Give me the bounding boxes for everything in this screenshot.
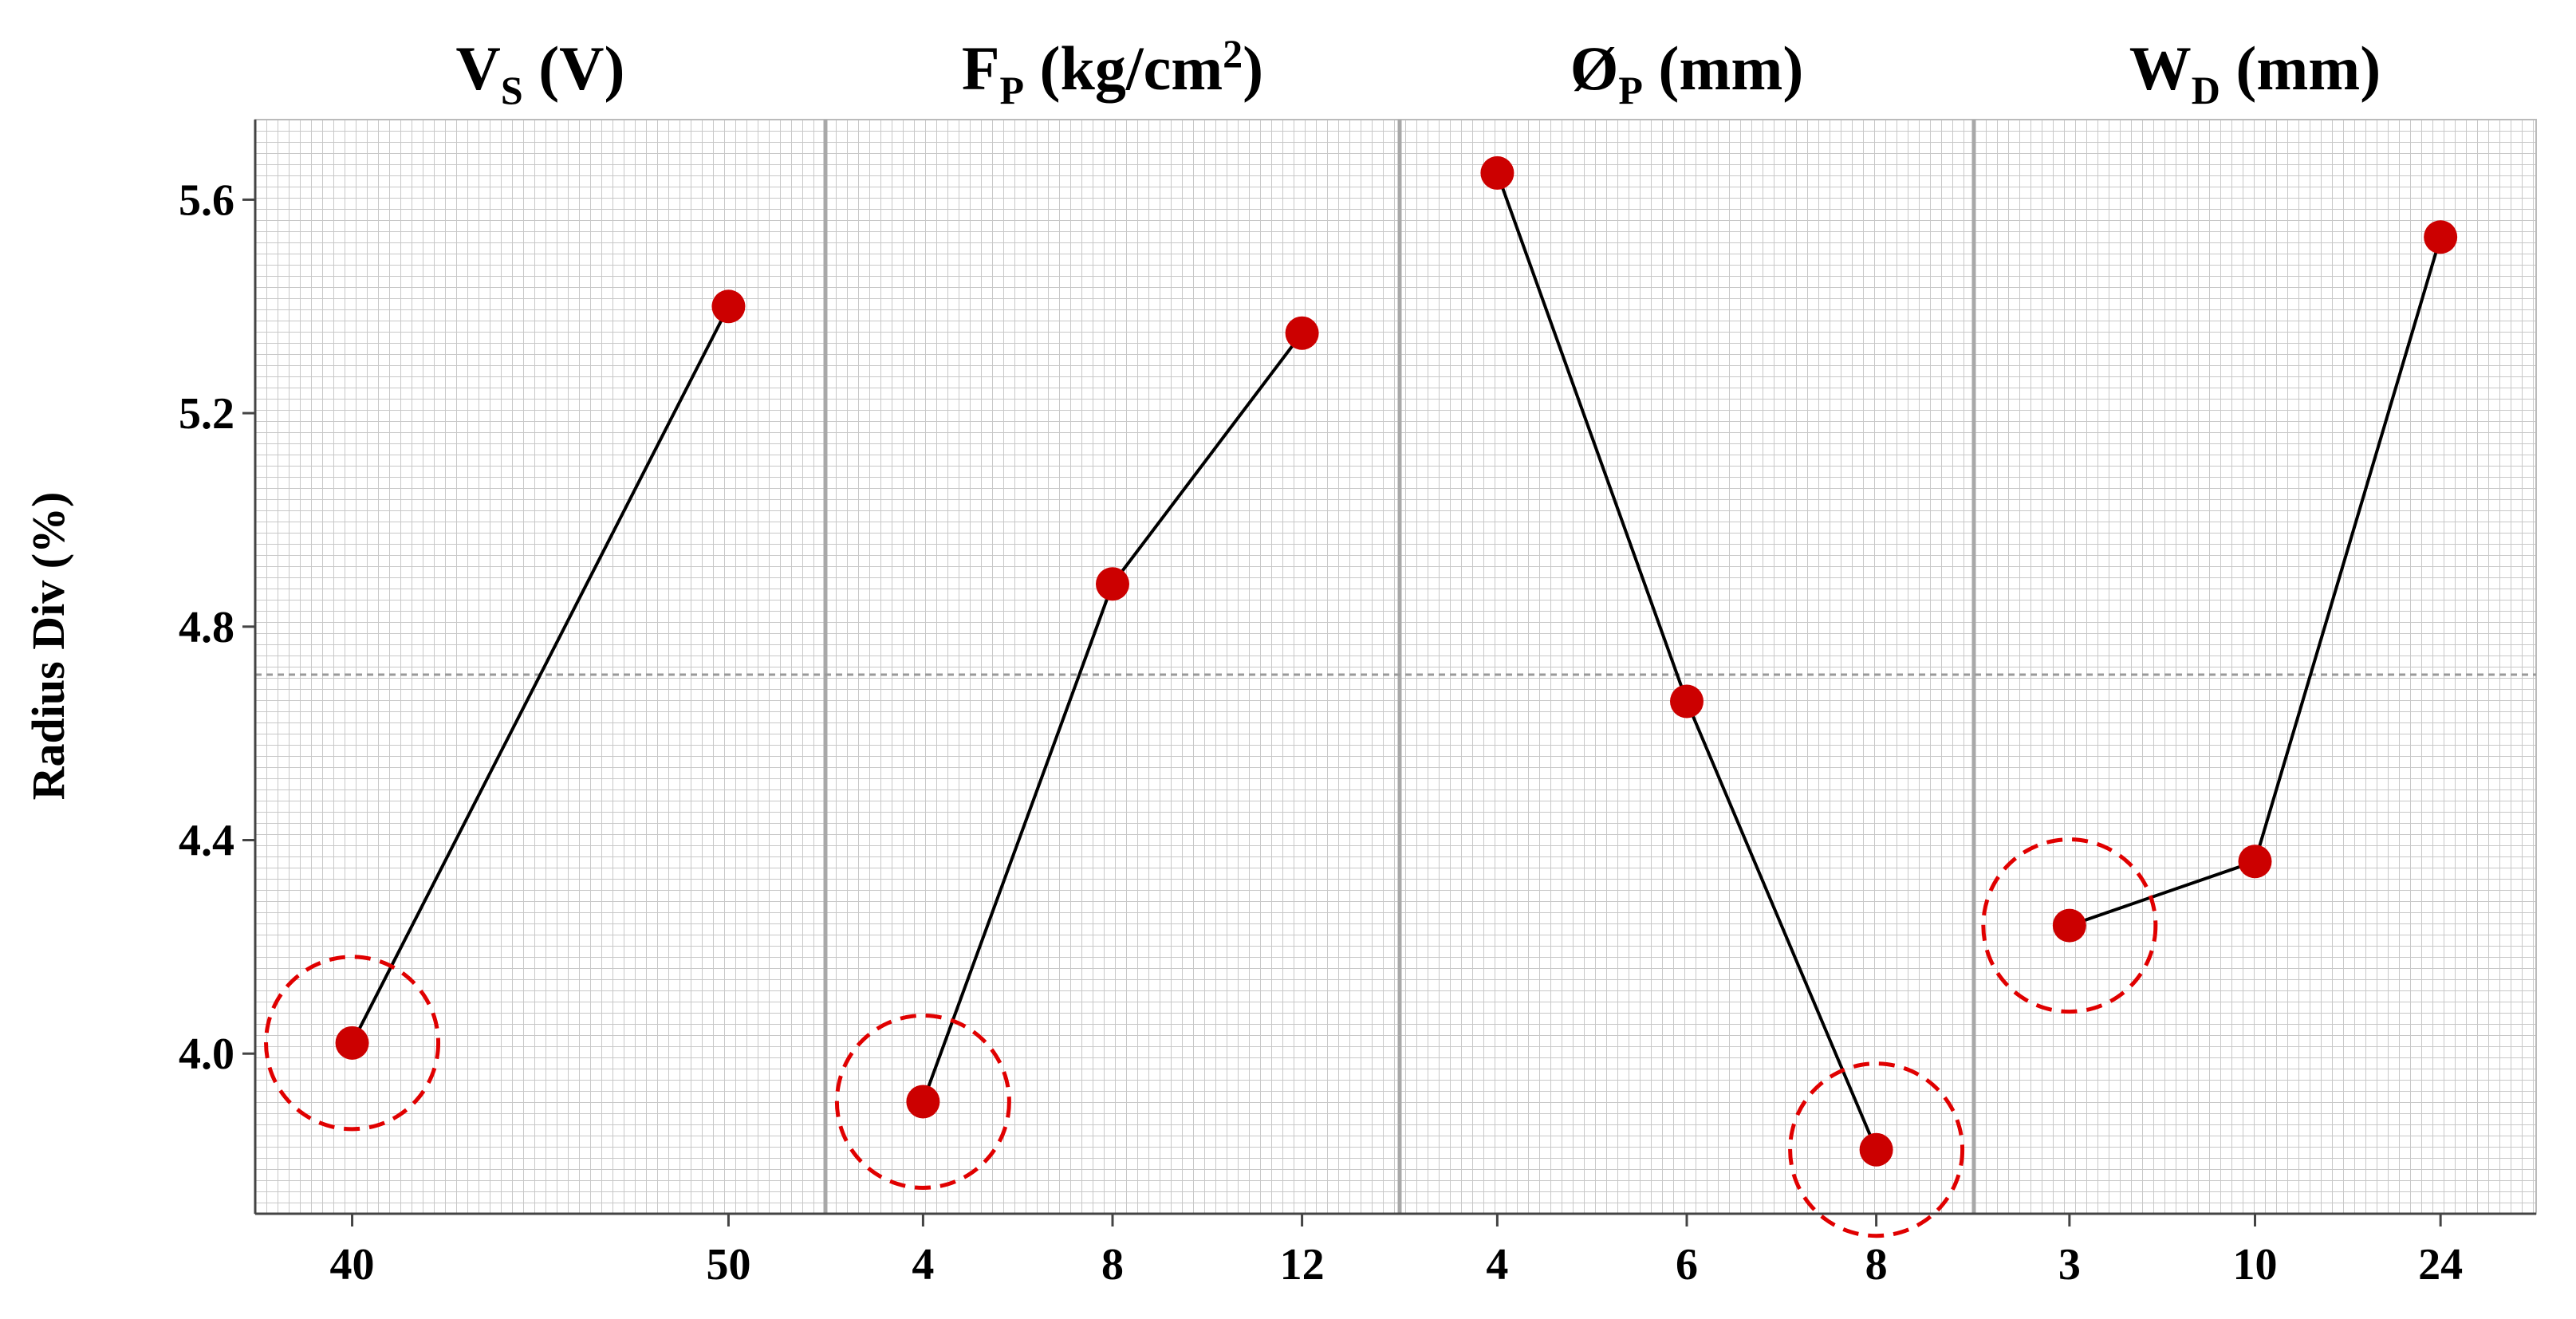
y-tick-label: 5.6	[179, 175, 234, 225]
y-axis: 4.0 4.4 4.8 5.2 5.6	[179, 120, 2536, 1215]
x-tick-label: 4	[1486, 1240, 1508, 1289]
x-tick-label: 8	[1865, 1240, 1888, 1289]
y-tick-label: 4.8	[179, 603, 234, 652]
panel-title: VS (V)	[456, 33, 625, 112]
data-point	[1480, 156, 1514, 190]
series-line	[350, 305, 731, 1044]
data-point	[2424, 220, 2458, 254]
panel-title: WD (mm)	[2129, 33, 2381, 112]
x-tick-label: 50	[706, 1240, 750, 1289]
data-point	[1670, 684, 1704, 719]
y-tick-label: 4.4	[179, 817, 234, 866]
panels: VS (V) 40 50 FP (kg/cm2) 4 8 12 ØP (mm) 4 6 8 WD (m…	[264, 31, 2463, 1289]
optimal-level-highlight	[1788, 1061, 1965, 1238]
x-tick-label: 4	[912, 1240, 934, 1289]
y-axis-label: Radius Div (%)	[22, 492, 74, 801]
x-tick-label: 3	[2058, 1240, 2081, 1289]
plot-area	[254, 119, 2537, 1215]
panel-title: ØP (mm)	[1570, 33, 1804, 112]
data-point	[335, 1026, 369, 1060]
optimal-level-highlight	[834, 1013, 1011, 1190]
x-tick-label: 6	[1676, 1240, 1698, 1289]
grid-layer	[254, 119, 2537, 1215]
x-tick-label: 12	[1280, 1240, 1325, 1289]
factor-panel: VS (V) 40 50	[264, 33, 750, 1289]
data-point	[711, 289, 746, 324]
factor-panel: ØP (mm) 4 6 8	[1480, 33, 1965, 1289]
data-point	[1285, 316, 1319, 350]
y-tick-label: 5.2	[179, 389, 234, 439]
panel-title: FP (kg/cm2)	[962, 31, 1263, 112]
x-tick-label: 10	[2233, 1240, 2278, 1289]
data-point	[2052, 908, 2086, 943]
y-tick-label: 4.0	[179, 1030, 234, 1079]
factor-panel: FP (kg/cm2) 4 8 12	[834, 31, 1325, 1289]
x-tick-label: 8	[1101, 1240, 1124, 1289]
data-point	[1096, 567, 1129, 601]
x-tick-label: 24	[2418, 1240, 2463, 1289]
optimal-level-highlight	[1981, 837, 2158, 1014]
factor-panel: WD (mm) 3 10 24	[1981, 33, 2463, 1289]
data-point	[2238, 845, 2272, 879]
data-point	[906, 1085, 940, 1119]
data-point	[1859, 1132, 1893, 1167]
optimal-level-highlight	[264, 955, 441, 1132]
x-tick-label: 40	[330, 1240, 375, 1289]
